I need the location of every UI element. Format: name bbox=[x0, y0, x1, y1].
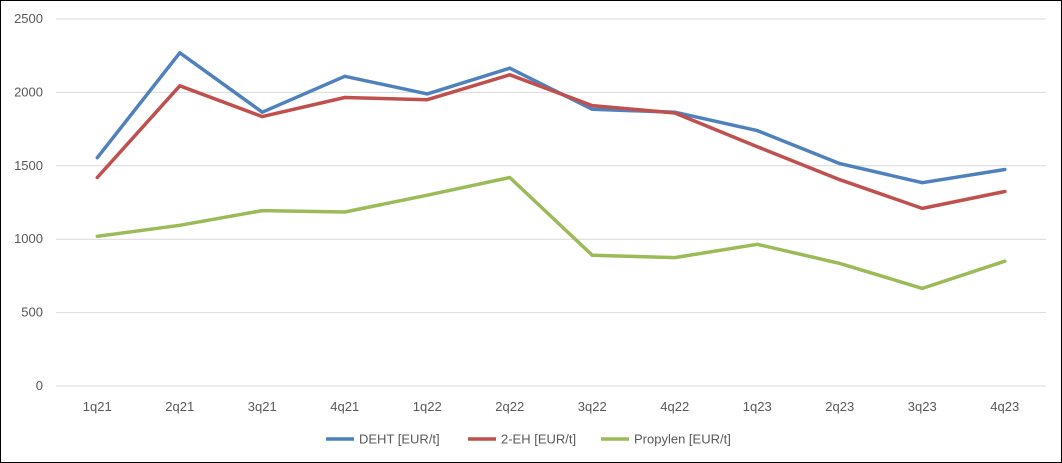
data-point bbox=[920, 181, 924, 185]
data-point bbox=[425, 193, 429, 197]
data-point bbox=[508, 73, 512, 77]
data-point bbox=[755, 242, 759, 246]
y-tick-label: 1500 bbox=[14, 158, 43, 173]
data-point bbox=[590, 253, 594, 257]
data-point bbox=[838, 178, 842, 182]
data-point bbox=[838, 261, 842, 265]
data-point bbox=[1003, 167, 1007, 171]
x-tick-label: 3q21 bbox=[248, 399, 277, 414]
data-point bbox=[590, 107, 594, 111]
data-point bbox=[425, 98, 429, 102]
y-tick-label: 2000 bbox=[14, 84, 43, 99]
x-axis-tick-labels: 1q21 2q21 3q21 4q21 1q22 2q22 3q22 4q22 1q23 2q23… bbox=[83, 399, 1019, 414]
x-tick-label: 3q22 bbox=[578, 399, 607, 414]
x-tick-label: 4q23 bbox=[990, 399, 1019, 414]
x-tick-label: 4q22 bbox=[660, 399, 689, 414]
data-point bbox=[508, 176, 512, 180]
legend: DEHT [EUR/t] 2-EH [EUR/t] Propylen [EUR/t] bbox=[326, 432, 731, 447]
data-point bbox=[755, 129, 759, 133]
y-tick-label: 500 bbox=[21, 305, 43, 320]
data-point bbox=[343, 210, 347, 214]
series-line-2 bbox=[95, 175, 1007, 291]
x-tick-label: 2q23 bbox=[825, 399, 854, 414]
x-tick-label: 4q21 bbox=[330, 399, 359, 414]
series-line-1 bbox=[95, 73, 1007, 211]
data-point bbox=[425, 92, 429, 96]
series-lines bbox=[95, 51, 1007, 291]
x-tick-label: 1q23 bbox=[743, 399, 772, 414]
y-tick-label: 0 bbox=[36, 378, 43, 393]
data-point bbox=[178, 223, 182, 227]
data-point bbox=[95, 176, 99, 180]
legend-label: 2-EH [EUR/t] bbox=[501, 432, 576, 447]
data-point bbox=[260, 115, 264, 119]
data-point bbox=[178, 51, 182, 55]
data-point bbox=[673, 111, 677, 115]
data-point bbox=[920, 206, 924, 210]
x-tick-label: 2q21 bbox=[165, 399, 194, 414]
data-point bbox=[95, 234, 99, 238]
series-line-0 bbox=[95, 51, 1007, 185]
x-tick-label: 1q21 bbox=[83, 399, 112, 414]
gridlines bbox=[56, 18, 1046, 387]
data-point bbox=[838, 162, 842, 166]
data-point bbox=[260, 209, 264, 213]
data-point bbox=[673, 256, 677, 260]
data-point bbox=[920, 286, 924, 290]
y-axis-tick-labels: 0 500 1000 1500 2000 2500 bbox=[14, 11, 43, 393]
y-tick-label: 1000 bbox=[14, 231, 43, 246]
data-point bbox=[508, 66, 512, 70]
data-point bbox=[1003, 189, 1007, 193]
x-tick-label: 3q23 bbox=[908, 399, 937, 414]
x-tick-label: 1q22 bbox=[413, 399, 442, 414]
data-point bbox=[95, 156, 99, 160]
data-point bbox=[178, 84, 182, 88]
y-tick-label: 2500 bbox=[14, 11, 43, 26]
legend-label: Propylen [EUR/t] bbox=[634, 432, 731, 447]
data-point bbox=[1003, 259, 1007, 263]
data-point bbox=[343, 96, 347, 100]
data-point bbox=[590, 104, 594, 108]
x-tick-label: 2q22 bbox=[495, 399, 524, 414]
data-point bbox=[343, 74, 347, 78]
data-point bbox=[755, 145, 759, 149]
data-point bbox=[260, 110, 264, 114]
legend-label: DEHT [EUR/t] bbox=[359, 432, 440, 447]
